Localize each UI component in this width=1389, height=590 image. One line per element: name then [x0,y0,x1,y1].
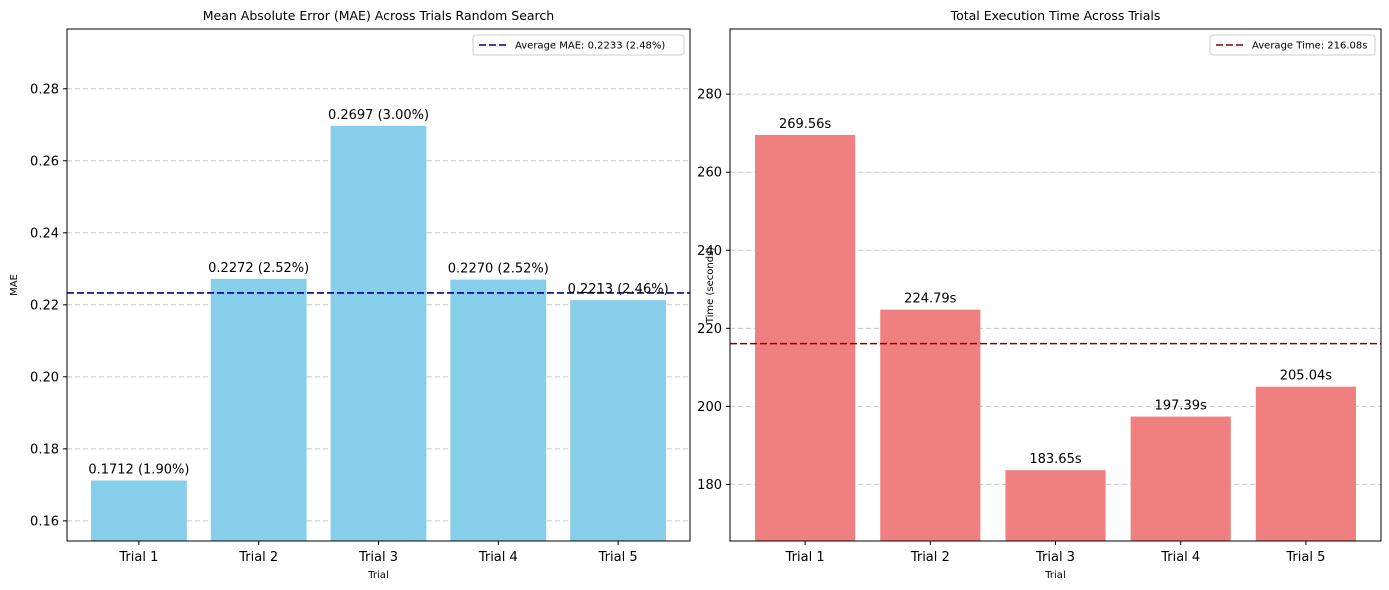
x-tick-label: Trial 2 [910,550,950,565]
data-label-2: 224.79s [904,292,956,307]
y-tick-label: 240 [697,244,722,259]
y-tick-label: 0.28 [30,82,59,97]
data-label-5: 0.2213 (2.46%) [568,282,669,297]
bar-1 [90,480,187,541]
y-tick-label: 280 [697,88,722,103]
bar-4 [450,279,547,541]
legend-label: Average MAE: 0.2233 (2.48%) [515,41,665,52]
x-tick-label: Trial 2 [238,550,278,565]
bar-3 [1005,470,1106,541]
data-label-3: 0.2697 (3.00%) [328,108,429,123]
bar-5 [1255,386,1356,541]
x-tick-label: Trial 3 [358,550,398,565]
y-tick-label: 0.20 [30,370,59,385]
x-tick-label: Trial 4 [478,550,518,565]
y-tick-label: 0.24 [30,226,59,241]
y-tick-label: 220 [697,322,722,337]
chart-title: Total Execution Time Across Trials [950,8,1161,23]
x-tick-label: Trial 4 [1160,550,1200,565]
data-label-1: 269.56s [779,117,831,132]
y-axis-title: Time (seconds) [705,247,716,324]
x-axis-title: Trial [367,570,388,581]
bar-3 [330,125,427,541]
bar-1 [755,134,856,541]
y-tick-label: 260 [697,166,722,181]
x-tick-label: Trial 1 [785,550,825,565]
bar-5 [570,300,667,541]
data-label-4: 0.2270 (2.52%) [448,262,549,277]
y-tick-label: 200 [697,400,722,415]
legend-box [472,34,685,56]
legend-label: Average Time: 216.08s [1252,41,1367,52]
data-label-5: 205.04s [1280,369,1332,384]
y-tick-label: 0.22 [30,298,59,313]
y-tick-label: 0.18 [30,442,59,457]
x-tick-label: Trial 5 [1285,550,1325,565]
x-tick-label: Trial 5 [598,550,638,565]
chart-title: Mean Absolute Error (MAE) Across Trials … [203,8,554,23]
bar-2 [880,309,981,541]
x-axis-title: Trial [1044,570,1065,581]
y-axis-title: MAE [9,274,20,296]
data-label-4: 197.39s [1155,399,1207,414]
legend-box [1209,34,1376,56]
x-tick-label: Trial 1 [118,550,158,565]
bar-4 [1130,416,1231,541]
x-tick-label: Trial 3 [1035,550,1075,565]
y-tick-label: 0.16 [30,514,59,529]
bar-2 [210,278,307,541]
data-label-1: 0.1712 (1.90%) [88,463,189,478]
data-label-3: 183.65s [1029,452,1081,467]
mae-chart: 0.1712 (1.90%) 0.2272 (2.52%) 0.2697 (3.00… [9,8,691,581]
execution-time-chart: 269.56s 224.79s 183.65s 197.39s 205.04s 180 20… [697,8,1382,581]
y-tick-label: 180 [697,478,722,493]
data-label-2: 0.2272 (2.52%) [208,261,309,276]
y-tick-label: 0.26 [30,154,59,169]
